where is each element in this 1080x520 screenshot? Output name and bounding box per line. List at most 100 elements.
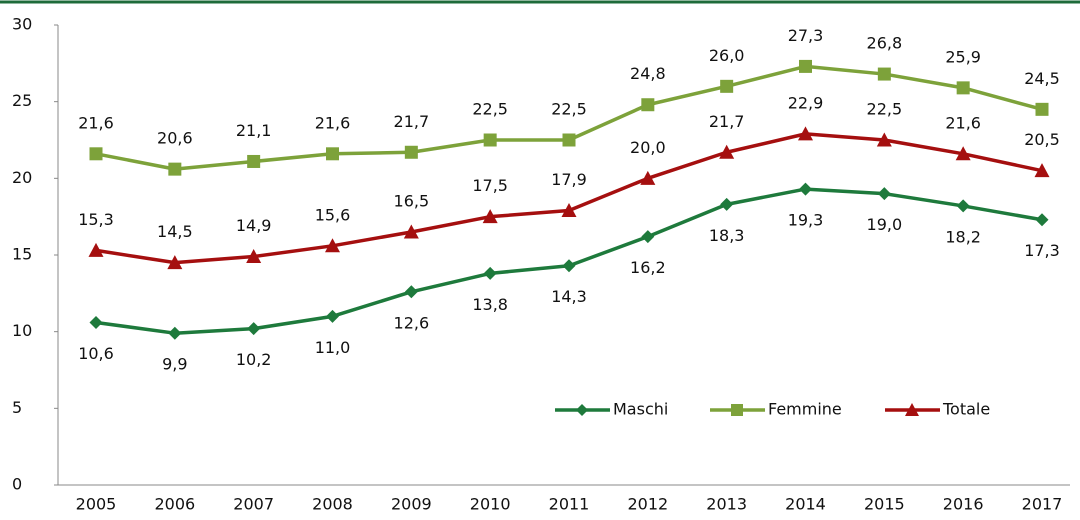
- point-marker: [168, 162, 182, 176]
- data-label: 20,6: [157, 129, 193, 148]
- point-marker: [876, 132, 892, 147]
- point-marker: [955, 146, 971, 161]
- point-marker: [325, 238, 340, 253]
- point-marker: [483, 266, 497, 280]
- y-tick-label: 0: [12, 475, 22, 494]
- y-tick-label: 10: [12, 321, 32, 340]
- point-marker: [641, 98, 655, 112]
- x-tick-label: 2006: [154, 495, 195, 514]
- data-label: 24,5: [1024, 69, 1060, 88]
- point-marker: [404, 145, 418, 159]
- legend-label: Femmine: [768, 400, 842, 419]
- point-marker: [404, 285, 418, 299]
- data-label: 12,6: [394, 313, 430, 332]
- data-label: 20,0: [630, 138, 666, 157]
- x-tick-label: 2013: [706, 495, 747, 514]
- x-tick-label: 2016: [943, 495, 984, 514]
- point-marker: [877, 67, 891, 81]
- point-marker: [719, 144, 735, 159]
- point-marker: [1034, 163, 1050, 178]
- point-marker: [247, 154, 261, 168]
- legend-marker: [731, 404, 743, 416]
- point-marker: [88, 242, 104, 257]
- point-marker: [956, 81, 970, 95]
- data-label: 22,5: [472, 100, 508, 119]
- data-label: 21,1: [236, 121, 272, 140]
- data-label: 11,0: [315, 338, 351, 357]
- data-label: 21,6: [315, 113, 351, 132]
- point-marker: [403, 224, 419, 239]
- data-label: 15,3: [78, 210, 114, 229]
- point-marker: [561, 203, 577, 218]
- x-tick-label: 2017: [1022, 495, 1063, 514]
- x-tick-label: 2007: [233, 495, 274, 514]
- data-label: 24,8: [630, 64, 666, 83]
- point-marker: [799, 182, 812, 196]
- x-tick-label: 2005: [76, 495, 117, 514]
- data-label: 17,3: [1024, 241, 1060, 260]
- legend-marker: [576, 404, 588, 416]
- point-marker: [168, 326, 182, 340]
- data-label: 21,7: [394, 112, 430, 131]
- data-label: 17,9: [551, 170, 587, 189]
- data-label: 18,3: [709, 226, 745, 245]
- point-marker: [720, 197, 734, 211]
- point-marker: [247, 322, 261, 336]
- point-marker: [1035, 102, 1049, 116]
- point-marker: [956, 199, 970, 213]
- y-tick-label: 15: [12, 245, 32, 264]
- data-label: 17,5: [472, 176, 508, 195]
- point-marker: [167, 255, 183, 270]
- point-marker: [89, 315, 103, 329]
- data-label: 19,0: [867, 215, 903, 234]
- x-tick-label: 2014: [785, 495, 826, 514]
- point-marker: [640, 170, 656, 185]
- data-label: 18,2: [945, 227, 981, 246]
- point-marker: [246, 249, 262, 264]
- data-label: 14,3: [551, 287, 587, 306]
- point-marker: [89, 147, 103, 161]
- y-tick-label: 25: [12, 91, 32, 110]
- x-tick-label: 2009: [391, 495, 432, 514]
- point-marker: [877, 187, 891, 201]
- data-label: 21,7: [709, 112, 745, 131]
- data-label: 22,9: [788, 93, 824, 112]
- point-marker: [798, 126, 813, 141]
- y-tick-label: 5: [12, 398, 22, 417]
- data-label: 25,9: [945, 47, 981, 66]
- point-marker: [799, 59, 812, 73]
- data-label: 21,6: [945, 113, 981, 132]
- legend-marker: [905, 403, 919, 416]
- data-label: 26,0: [709, 46, 745, 65]
- x-tick-label: 2008: [312, 495, 353, 514]
- data-label: 27,3: [788, 26, 824, 45]
- legend-label: Maschi: [613, 400, 668, 419]
- data-label: 14,9: [236, 216, 272, 235]
- x-tick-label: 2010: [470, 495, 511, 514]
- data-label: 14,5: [157, 222, 193, 241]
- y-tick-label: 20: [12, 168, 32, 187]
- x-tick-label: 2015: [864, 495, 905, 514]
- point-marker: [483, 133, 497, 147]
- point-marker: [720, 79, 734, 93]
- data-label: 22,5: [867, 100, 903, 119]
- legend-label: Totale: [942, 400, 990, 419]
- data-label: 16,2: [630, 258, 666, 277]
- data-label: 9,9: [162, 355, 187, 374]
- x-tick-label: 2012: [627, 495, 668, 514]
- x-tick-label: 2011: [549, 495, 590, 514]
- data-label: 10,2: [236, 350, 272, 369]
- point-marker: [641, 230, 655, 244]
- point-marker: [482, 209, 498, 224]
- data-label: 15,6: [315, 205, 351, 224]
- point-marker: [326, 147, 339, 161]
- point-marker: [562, 133, 576, 147]
- data-label: 13,8: [472, 295, 508, 314]
- data-label: 22,5: [551, 100, 587, 119]
- point-marker: [1035, 213, 1049, 227]
- series-line: [95, 132, 1043, 265]
- point-marker: [562, 259, 576, 273]
- data-label: 10,6: [78, 344, 114, 363]
